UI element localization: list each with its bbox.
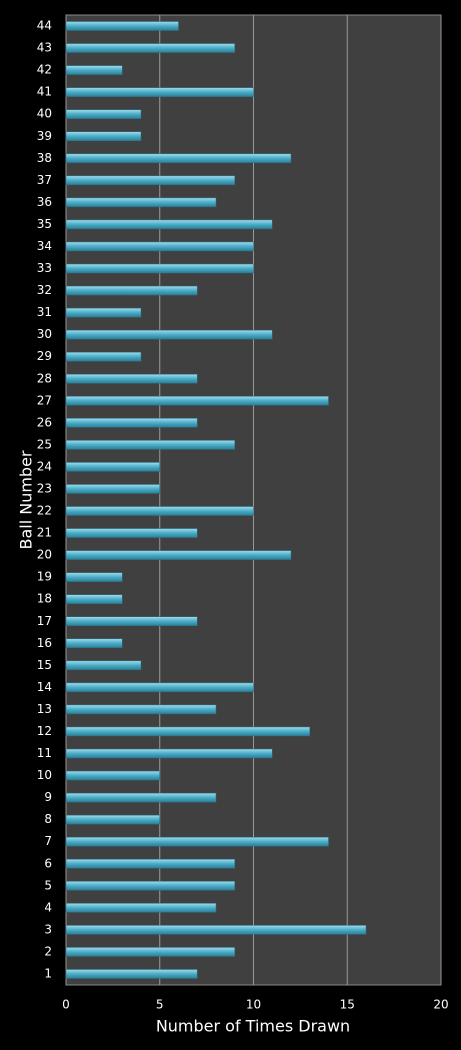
bar [65,770,160,781]
bar [65,285,198,296]
y-tick-label: 23 [37,481,52,495]
y-tick-label: 25 [37,437,52,451]
x-tick-label: 10 [246,998,261,1012]
bar [65,87,254,97]
bar [65,947,235,957]
y-tick-label: 3 [44,922,52,936]
y-tick-label: 18 [37,592,52,606]
bar [65,65,123,75]
bar [65,550,292,560]
bar [65,307,142,318]
bar [65,792,217,803]
bar [65,925,367,935]
bar [65,836,329,847]
bar [65,638,123,649]
y-tick-label: 43 [37,41,52,55]
bar [65,263,254,274]
bar [65,351,142,362]
y-tick-label: 21 [37,526,52,540]
y-tick-label: 4 [44,900,52,914]
bar [65,109,142,119]
y-tick-label: 8 [44,812,52,826]
bar [65,219,273,230]
y-tick-label: 40 [37,107,52,121]
y-tick-label: 16 [37,636,52,650]
bar [65,440,235,450]
bar [65,881,235,891]
bar [65,131,142,141]
y-tick-label: 41 [37,85,52,99]
bar [65,506,254,516]
y-tick-label: 9 [44,790,52,804]
y-axis-title: Ball Number [17,450,36,549]
bar [65,660,142,671]
y-tick-label: 13 [37,702,52,716]
x-axis-title: Number of Times Drawn [156,1017,350,1036]
y-tick-label: 31 [37,305,52,319]
bar [65,616,198,626]
y-tick-label: 39 [37,129,52,143]
y-tick-label: 26 [37,415,52,429]
bar [65,528,198,538]
y-tick-label: 29 [37,349,52,363]
x-tick-label: 5 [156,998,164,1012]
y-tick-label: 22 [37,504,52,518]
bar [65,814,160,825]
bar [65,396,329,406]
y-tick-label: 6 [44,856,52,870]
bar [65,594,123,604]
x-tick-label: 20 [433,998,448,1012]
bar [65,682,254,693]
x-tick-label: 15 [340,998,355,1012]
bar [65,329,273,340]
y-tick-label: 30 [37,327,52,341]
y-tick-label: 32 [37,283,52,297]
y-tick-label: 20 [37,548,52,562]
bar [65,726,310,737]
y-tick-label: 35 [37,217,52,231]
y-tick-label: 1 [44,966,52,980]
bar [65,462,160,472]
bar [65,374,198,384]
x-tick-label: 0 [62,998,70,1012]
y-tick-label: 36 [37,195,52,209]
y-tick-label: 38 [37,151,52,165]
y-tick-label: 37 [37,173,52,187]
y-tick-label: 11 [37,746,52,760]
y-tick-label: 5 [44,878,52,892]
bar [65,43,235,53]
y-tick-label: 7 [44,834,52,848]
y-tick-label: 28 [37,371,52,385]
y-tick-label: 34 [37,239,52,253]
y-tick-label: 44 [37,19,52,33]
bar [65,241,254,252]
y-tick-label: 14 [37,680,52,694]
y-tick-label: 17 [37,614,52,628]
bar [65,859,235,869]
y-tick-label: 10 [37,768,52,782]
y-tick-label: 27 [37,393,52,407]
bar [65,484,160,494]
bar [65,21,179,31]
bar [65,748,273,759]
bar [65,175,235,186]
y-tick-label: 24 [37,459,52,473]
y-tick-label: 42 [37,63,52,77]
bar [65,704,217,715]
bar [65,197,217,208]
y-tick-label: 12 [37,724,52,738]
bar [65,903,217,913]
bar [65,418,198,428]
bar [65,572,123,582]
y-tick-label: 33 [37,261,52,275]
y-tick-label: 19 [37,570,52,584]
y-tick-label: 2 [44,944,52,958]
y-tick-label: 15 [37,658,52,672]
bar [65,153,292,164]
bar [65,969,198,979]
